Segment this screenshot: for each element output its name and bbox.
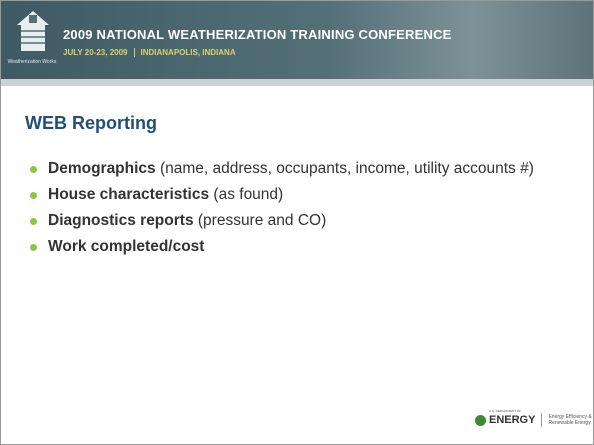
logo-divider [541, 413, 542, 427]
icon-caption: Weatherization Works [7, 59, 57, 65]
header-strip [1, 79, 593, 86]
bullet-list: Demographics (name, address, occupants, … [29, 159, 549, 263]
conference-date: JULY 20-23, 2009 [63, 48, 128, 57]
doe-seal [475, 415, 486, 426]
bullet-item: Diagnostics reports (pressure and CO) [29, 211, 549, 231]
program-line: Renewable Energy [548, 420, 590, 426]
bullet-bold: House characteristics [48, 186, 209, 203]
bullet-bold: Demographics [48, 160, 156, 177]
bullet-dot [30, 166, 37, 173]
bullet-dot [30, 244, 37, 251]
bullet-dot [30, 192, 37, 199]
conference-location: INDIANAPOLIS, INDIANA [141, 48, 236, 57]
bullet-dot [30, 218, 37, 225]
slide: Weatherization Works 2009 NATIONAL WEATH… [0, 0, 594, 445]
conference-title: 2009 NATIONAL WEATHERIZATION TRAINING CO… [63, 27, 452, 42]
slide-title: WEB Reporting [25, 113, 157, 134]
bullet-item: Work completed/cost [29, 237, 549, 257]
bullet-item: House characteristics (as found) [29, 185, 549, 205]
logo-small-text: U.S. DEPARTMENT OF [489, 409, 521, 413]
doe-logo: U.S. DEPARTMENT OF ENERGY Energy Efficie… [475, 413, 592, 427]
bullet-text: (name, address, occupants, income, utili… [160, 160, 534, 177]
house-icon [15, 9, 51, 57]
program-name: Energy Efficiency & Renewable Energy [548, 414, 591, 426]
header-band: Weatherization Works 2009 NATIONAL WEATH… [1, 1, 593, 79]
bullet-text: (pressure and CO) [198, 212, 326, 229]
bullet-item: Demographics (name, address, occupants, … [29, 159, 549, 179]
bullet-text: (as found) [213, 186, 283, 203]
conference-subtitle: JULY 20-23, 2009 INDIANAPOLIS, INDIANA [63, 48, 236, 57]
logo-text: ENERGY [489, 414, 535, 426]
bullet-bold: Diagnostics reports [48, 212, 194, 229]
divider [134, 48, 135, 57]
bullet-bold: Work completed/cost [48, 238, 204, 255]
